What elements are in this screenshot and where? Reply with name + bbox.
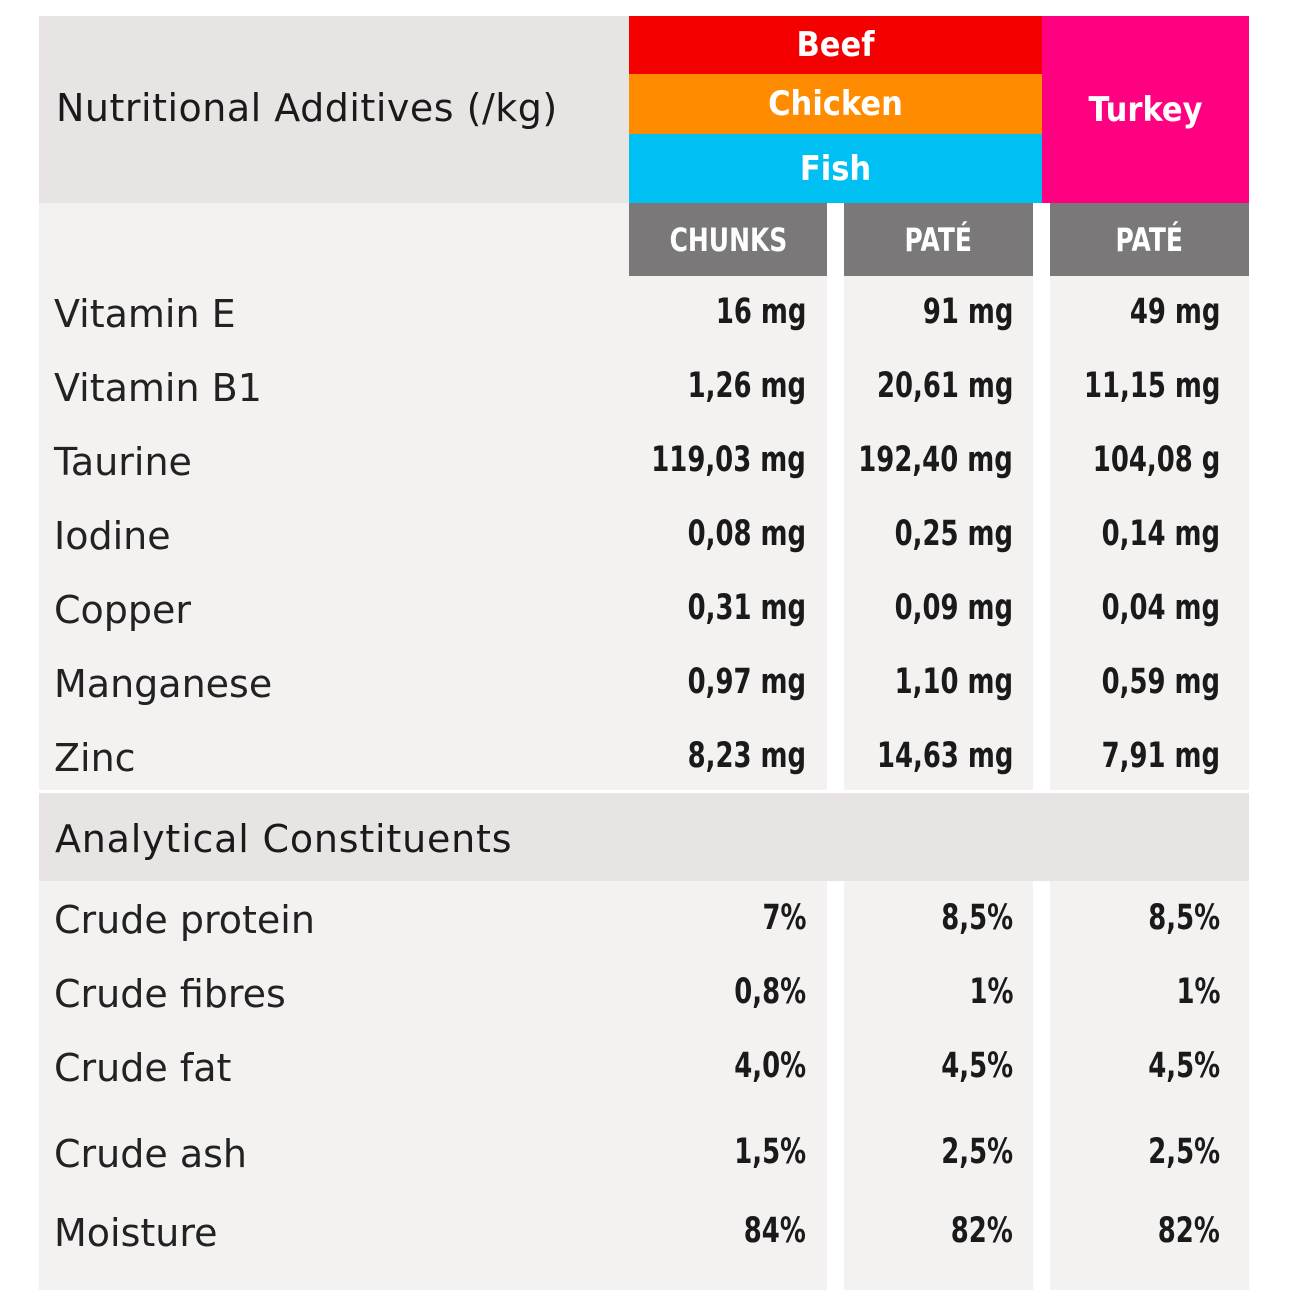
column-pate-2	[1050, 203, 1249, 790]
flavour-beef: Beef	[629, 16, 1042, 74]
row-value: 8,5%	[941, 898, 1013, 938]
row-value: 0,97 mg	[687, 662, 806, 702]
row-value: 2,5%	[941, 1132, 1013, 1172]
row-value: 2,5%	[1148, 1132, 1220, 1172]
row-value: 11,15 mg	[1083, 366, 1220, 406]
table-title: Nutritional Additives (/kg)	[56, 86, 558, 130]
row-value: 0,25 mg	[894, 514, 1013, 554]
table-row: Manganese 0,97 mg 1,10 mg 0,59 mg	[39, 656, 1249, 716]
table-row: Crude fat 4,0% 4,5% 4,5%	[39, 1040, 1249, 1100]
row-label: Crude ash	[54, 1132, 247, 1176]
column-header-pate-2: PATÉ	[1050, 203, 1249, 276]
row-value: 0,8%	[734, 972, 806, 1012]
nutrition-table: Nutritional Additives (/kg) Beef Chicken…	[39, 16, 1249, 1290]
row-value: 7,91 mg	[1101, 736, 1220, 776]
row-label: Taurine	[54, 440, 192, 484]
table-row: Taurine 119,03 mg 192,40 mg 104,08 g	[39, 434, 1249, 494]
row-value: 20,61 mg	[876, 366, 1013, 406]
row-value: 1,10 mg	[894, 662, 1013, 702]
column-header-pate-1: PATÉ	[844, 203, 1033, 276]
row-label: Crude fat	[54, 1046, 232, 1090]
label-column	[39, 203, 629, 790]
row-value: 4,5%	[941, 1046, 1013, 1086]
table-row: Vitamin E 16 mg 91 mg 49 mg	[39, 286, 1249, 346]
row-value: 4,5%	[1148, 1046, 1220, 1086]
table-header-cell: Nutritional Additives (/kg)	[39, 16, 629, 203]
column-header-chunks: CHUNKS	[629, 203, 827, 276]
row-label: Crude protein	[54, 898, 315, 942]
row-label: Vitamin B1	[54, 366, 262, 410]
row-value: 8,5%	[1148, 898, 1220, 938]
row-value: 192,40 mg	[858, 440, 1013, 480]
table-row: Moisture 84% 82% 82%	[39, 1205, 1249, 1265]
row-value: 82%	[1158, 1211, 1220, 1251]
column-chunks	[629, 881, 827, 1290]
row-label: Iodine	[54, 514, 171, 558]
row-label: Moisture	[54, 1211, 218, 1255]
row-value: 82%	[951, 1211, 1013, 1251]
row-value: 1,5%	[734, 1132, 806, 1172]
row-value: 14,63 mg	[876, 736, 1013, 776]
row-value: 0,59 mg	[1101, 662, 1220, 702]
table-row: Zinc 8,23 mg 14,63 mg 7,91 mg	[39, 730, 1249, 790]
row-value: 0,14 mg	[1101, 514, 1220, 554]
flavour-fish: Fish	[629, 134, 1042, 203]
row-value: 0,09 mg	[894, 588, 1013, 628]
row-value: 0,31 mg	[687, 588, 806, 628]
table-row: Crude ash 1,5% 2,5% 2,5%	[39, 1126, 1249, 1186]
flavour-chicken: Chicken	[629, 74, 1042, 134]
row-value: 4,0%	[734, 1046, 806, 1086]
column-pate-1	[844, 203, 1033, 790]
row-value: 0,04 mg	[1101, 588, 1220, 628]
column-pate-1	[844, 881, 1033, 1290]
table-row: Iodine 0,08 mg 0,25 mg 0,14 mg	[39, 508, 1249, 568]
row-label: Zinc	[54, 736, 136, 780]
row-value: 91 mg	[922, 292, 1013, 332]
row-label: Manganese	[54, 662, 273, 706]
row-value: 104,08 g	[1092, 440, 1220, 480]
flavour-turkey: Turkey	[1042, 16, 1249, 203]
column-pate-2	[1050, 881, 1249, 1290]
row-value: 49 mg	[1129, 292, 1220, 332]
row-label: Vitamin E	[54, 292, 236, 336]
section-title: Analytical Constituents	[55, 817, 513, 861]
table-row: Crude fibres 0,8% 1% 1%	[39, 966, 1249, 1026]
row-value: 1%	[969, 972, 1013, 1012]
row-value: 84%	[744, 1211, 806, 1251]
row-label: Crude fibres	[54, 972, 286, 1016]
section-header-analytical: Analytical Constituents	[39, 793, 1249, 881]
row-value: 8,23 mg	[687, 736, 806, 776]
row-value: 16 mg	[715, 292, 806, 332]
table-row: Crude protein 7% 8,5% 8,5%	[39, 892, 1249, 952]
row-label: Copper	[54, 588, 192, 632]
row-value: 119,03 mg	[651, 440, 806, 480]
row-value: 0,08 mg	[687, 514, 806, 554]
row-value: 1%	[1176, 972, 1220, 1012]
column-chunks	[629, 203, 827, 790]
table-row: Copper 0,31 mg 0,09 mg 0,04 mg	[39, 582, 1249, 642]
table-row: Vitamin B1 1,26 mg 20,61 mg 11,15 mg	[39, 360, 1249, 420]
row-value: 7%	[762, 898, 806, 938]
row-value: 1,26 mg	[687, 366, 806, 406]
label-column	[39, 881, 629, 1290]
